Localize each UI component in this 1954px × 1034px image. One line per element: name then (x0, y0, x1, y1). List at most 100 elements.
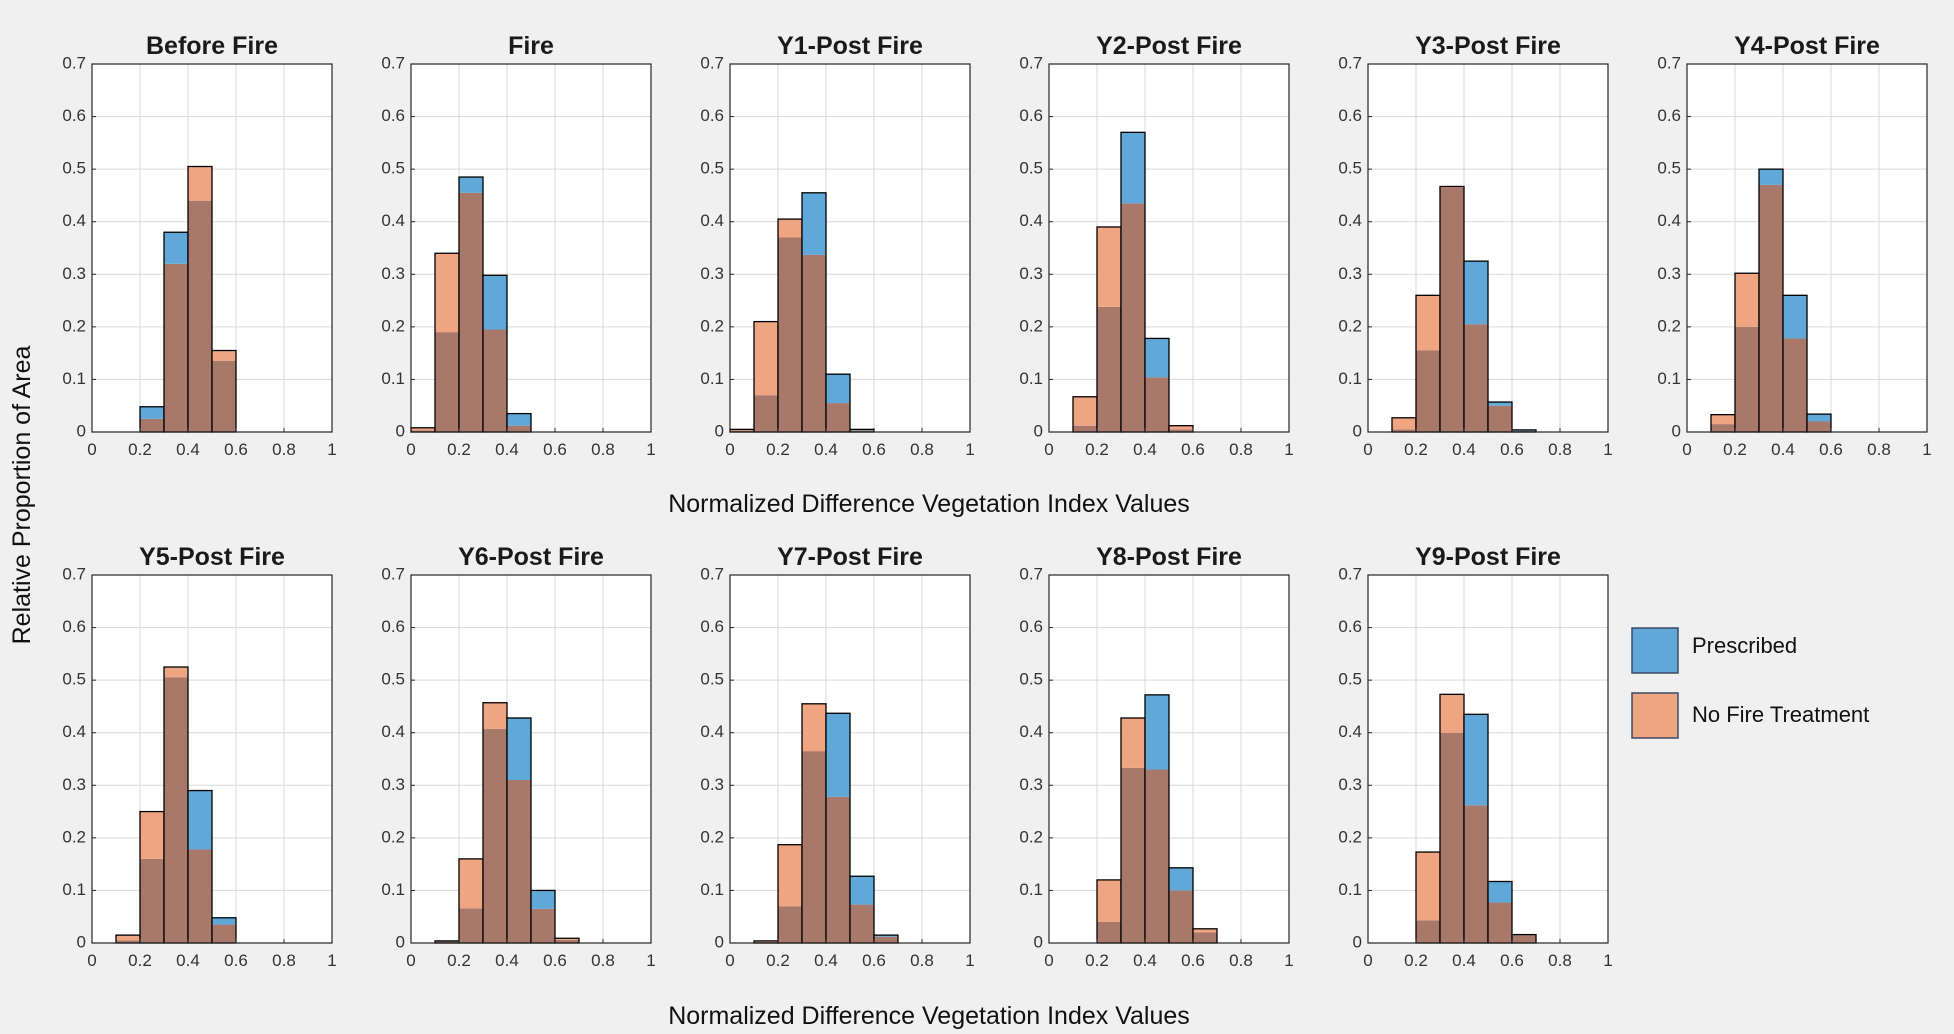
subplot-y8-post-fire: 0 0.2 0.4 0.6 0.8 1 0 0.1 0.2 0.3 0.4 0.5 0.6 0.7 Y8-P… (1019, 543, 1293, 970)
y-tick-label: 0.5 (1019, 670, 1043, 689)
bar-overlap (435, 332, 459, 432)
x-tick-label: 0.8 (1548, 440, 1572, 459)
bar-prescribed (188, 790, 212, 850)
y-tick-label: 0.5 (62, 670, 86, 689)
y-tick-label: 0.2 (62, 827, 86, 846)
x-tick-label: 0.8 (272, 951, 296, 970)
x-tick-label: 0.6 (224, 440, 248, 459)
x-tick-label: 0.4 (814, 440, 838, 459)
y-tick-label: 0.7 (381, 564, 405, 583)
subplot-title: Y2-Post Fire (1096, 32, 1242, 60)
x-tick-label: 0 (1363, 440, 1372, 459)
x-tick-label: 0.4 (1133, 440, 1157, 459)
y-tick-label: 0 (77, 932, 86, 951)
bar-no-fire-treatment (1392, 417, 1416, 430)
x-tick-label: 0.4 (495, 440, 519, 459)
y-tick-label: 0.1 (62, 880, 86, 899)
bar-overlap (1488, 902, 1512, 943)
bar-overlap (1416, 920, 1440, 943)
bar-overlap (1759, 184, 1783, 432)
bar-overlap (1488, 405, 1512, 432)
bar-overlap (116, 940, 140, 943)
y-tick-label: 0.4 (1338, 211, 1362, 230)
subplot-fire: 0 0.2 0.4 0.6 0.8 1 0 0.1 0.2 0.3 0.4 0.5 0.6 0.7 Fire (381, 32, 655, 459)
x-tick-label: 0 (406, 951, 415, 970)
y-tick-label: 0 (1353, 932, 1362, 951)
x-tick-label: 0.8 (1548, 951, 1572, 970)
y-tick-label: 0.2 (1657, 316, 1681, 335)
y-tick-label: 0.7 (1019, 564, 1043, 583)
x-tick-label: 1 (965, 951, 974, 970)
bar-no-fire-treatment (778, 844, 802, 907)
bar-overlap (507, 780, 531, 943)
subplot-title: Y4-Post Fire (1734, 32, 1880, 60)
bar-overlap (874, 936, 898, 943)
y-tick-label: 0.3 (62, 264, 86, 283)
bar-prescribed (802, 192, 826, 255)
y-tick-label: 0.3 (1019, 775, 1043, 794)
y-tick-label: 0.5 (381, 159, 405, 178)
bar-overlap (1193, 932, 1217, 943)
axes-frame (410, 63, 652, 433)
y-tick-label: 0 (396, 932, 405, 951)
y-tick-label: 0.1 (381, 880, 405, 899)
bar-no-fire-treatment (1169, 425, 1193, 430)
x-tick-label: 0.8 (591, 440, 615, 459)
y-tick-label: 0.1 (1019, 369, 1043, 388)
x-tick-label: 0 (725, 951, 734, 970)
x-tick-label: 0.2 (1404, 951, 1428, 970)
x-tick-label: 0.6 (1181, 440, 1205, 459)
x-tick-label: 0.2 (1085, 440, 1109, 459)
x-tick-label: 1 (965, 440, 974, 459)
axes-frame (91, 574, 333, 944)
y-tick-label: 0.4 (1019, 722, 1043, 741)
subplot-before-fire: 0 0.2 0.4 0.6 0.8 1 0 0.1 0.2 0.3 0.4 0.5 0.6 0.7 Befo… (62, 32, 336, 459)
bar-prescribed (1783, 295, 1807, 339)
bar-prescribed (164, 232, 188, 264)
bar-prescribed (826, 713, 850, 797)
x-tick-label: 0.6 (862, 951, 886, 970)
subplot-y9-post-fire: 0 0.2 0.4 0.6 0.8 1 0 0.1 0.2 0.3 0.4 0.5 0.6 0.7 Y9-P… (1338, 543, 1612, 970)
y-tick-label: 0.6 (381, 106, 405, 125)
bar-no-fire-treatment (188, 166, 212, 201)
y-tick-label: 0.5 (1338, 159, 1362, 178)
x-axis-label-bottom: Normalized Difference Vegetation Index V… (668, 1002, 1190, 1030)
subplot-y1-post-fire: 0 0.2 0.4 0.6 0.8 1 0 0.1 0.2 0.3 0.4 0.5 0.6 0.7 Y1-P… (700, 32, 974, 459)
bar-prescribed (1464, 261, 1488, 325)
bar-no-fire-treatment (778, 219, 802, 238)
bar-no-fire-treatment (1735, 273, 1759, 327)
x-axis-label-top: Normalized Difference Vegetation Index V… (668, 490, 1190, 518)
bar-prescribed (1169, 867, 1193, 891)
y-tick-label: 0 (396, 421, 405, 440)
bar-overlap (1097, 921, 1121, 943)
bar-overlap (778, 906, 802, 943)
x-tick-label: 0.4 (176, 440, 200, 459)
axes-frame (1686, 63, 1928, 433)
bar-overlap (826, 796, 850, 943)
y-tick-label: 0.4 (1657, 211, 1681, 230)
y-tick-label: 0.2 (381, 316, 405, 335)
bar-no-fire-treatment (754, 321, 778, 396)
subplot-title: Y3-Post Fire (1415, 32, 1561, 60)
x-tick-label: 0.8 (1229, 440, 1253, 459)
y-tick-label: 0.3 (1019, 264, 1043, 283)
legend-swatch-no-fire-treatment (1631, 692, 1679, 739)
x-tick-label: 1 (646, 440, 655, 459)
y-tick-label: 0.3 (700, 775, 724, 794)
y-tick-label: 0.4 (62, 211, 86, 230)
bar-no-fire-treatment (1711, 414, 1735, 425)
x-tick-label: 0.4 (176, 951, 200, 970)
bar-prescribed (507, 717, 531, 781)
bar-overlap (826, 403, 850, 432)
axes-frame (729, 63, 971, 433)
y-tick-label: 0.7 (700, 564, 724, 583)
bar-no-fire-treatment (140, 811, 164, 859)
bar-no-fire-treatment (483, 702, 507, 730)
legend-label-prescribed: Prescribed (1692, 633, 1797, 658)
y-tick-label: 0.3 (62, 775, 86, 794)
x-tick-label: 0.4 (1452, 440, 1476, 459)
x-tick-label: 0.2 (1723, 440, 1747, 459)
y-tick-label: 0.7 (1657, 53, 1681, 72)
bar-no-fire-treatment (1121, 717, 1145, 768)
bar-prescribed (850, 876, 874, 905)
